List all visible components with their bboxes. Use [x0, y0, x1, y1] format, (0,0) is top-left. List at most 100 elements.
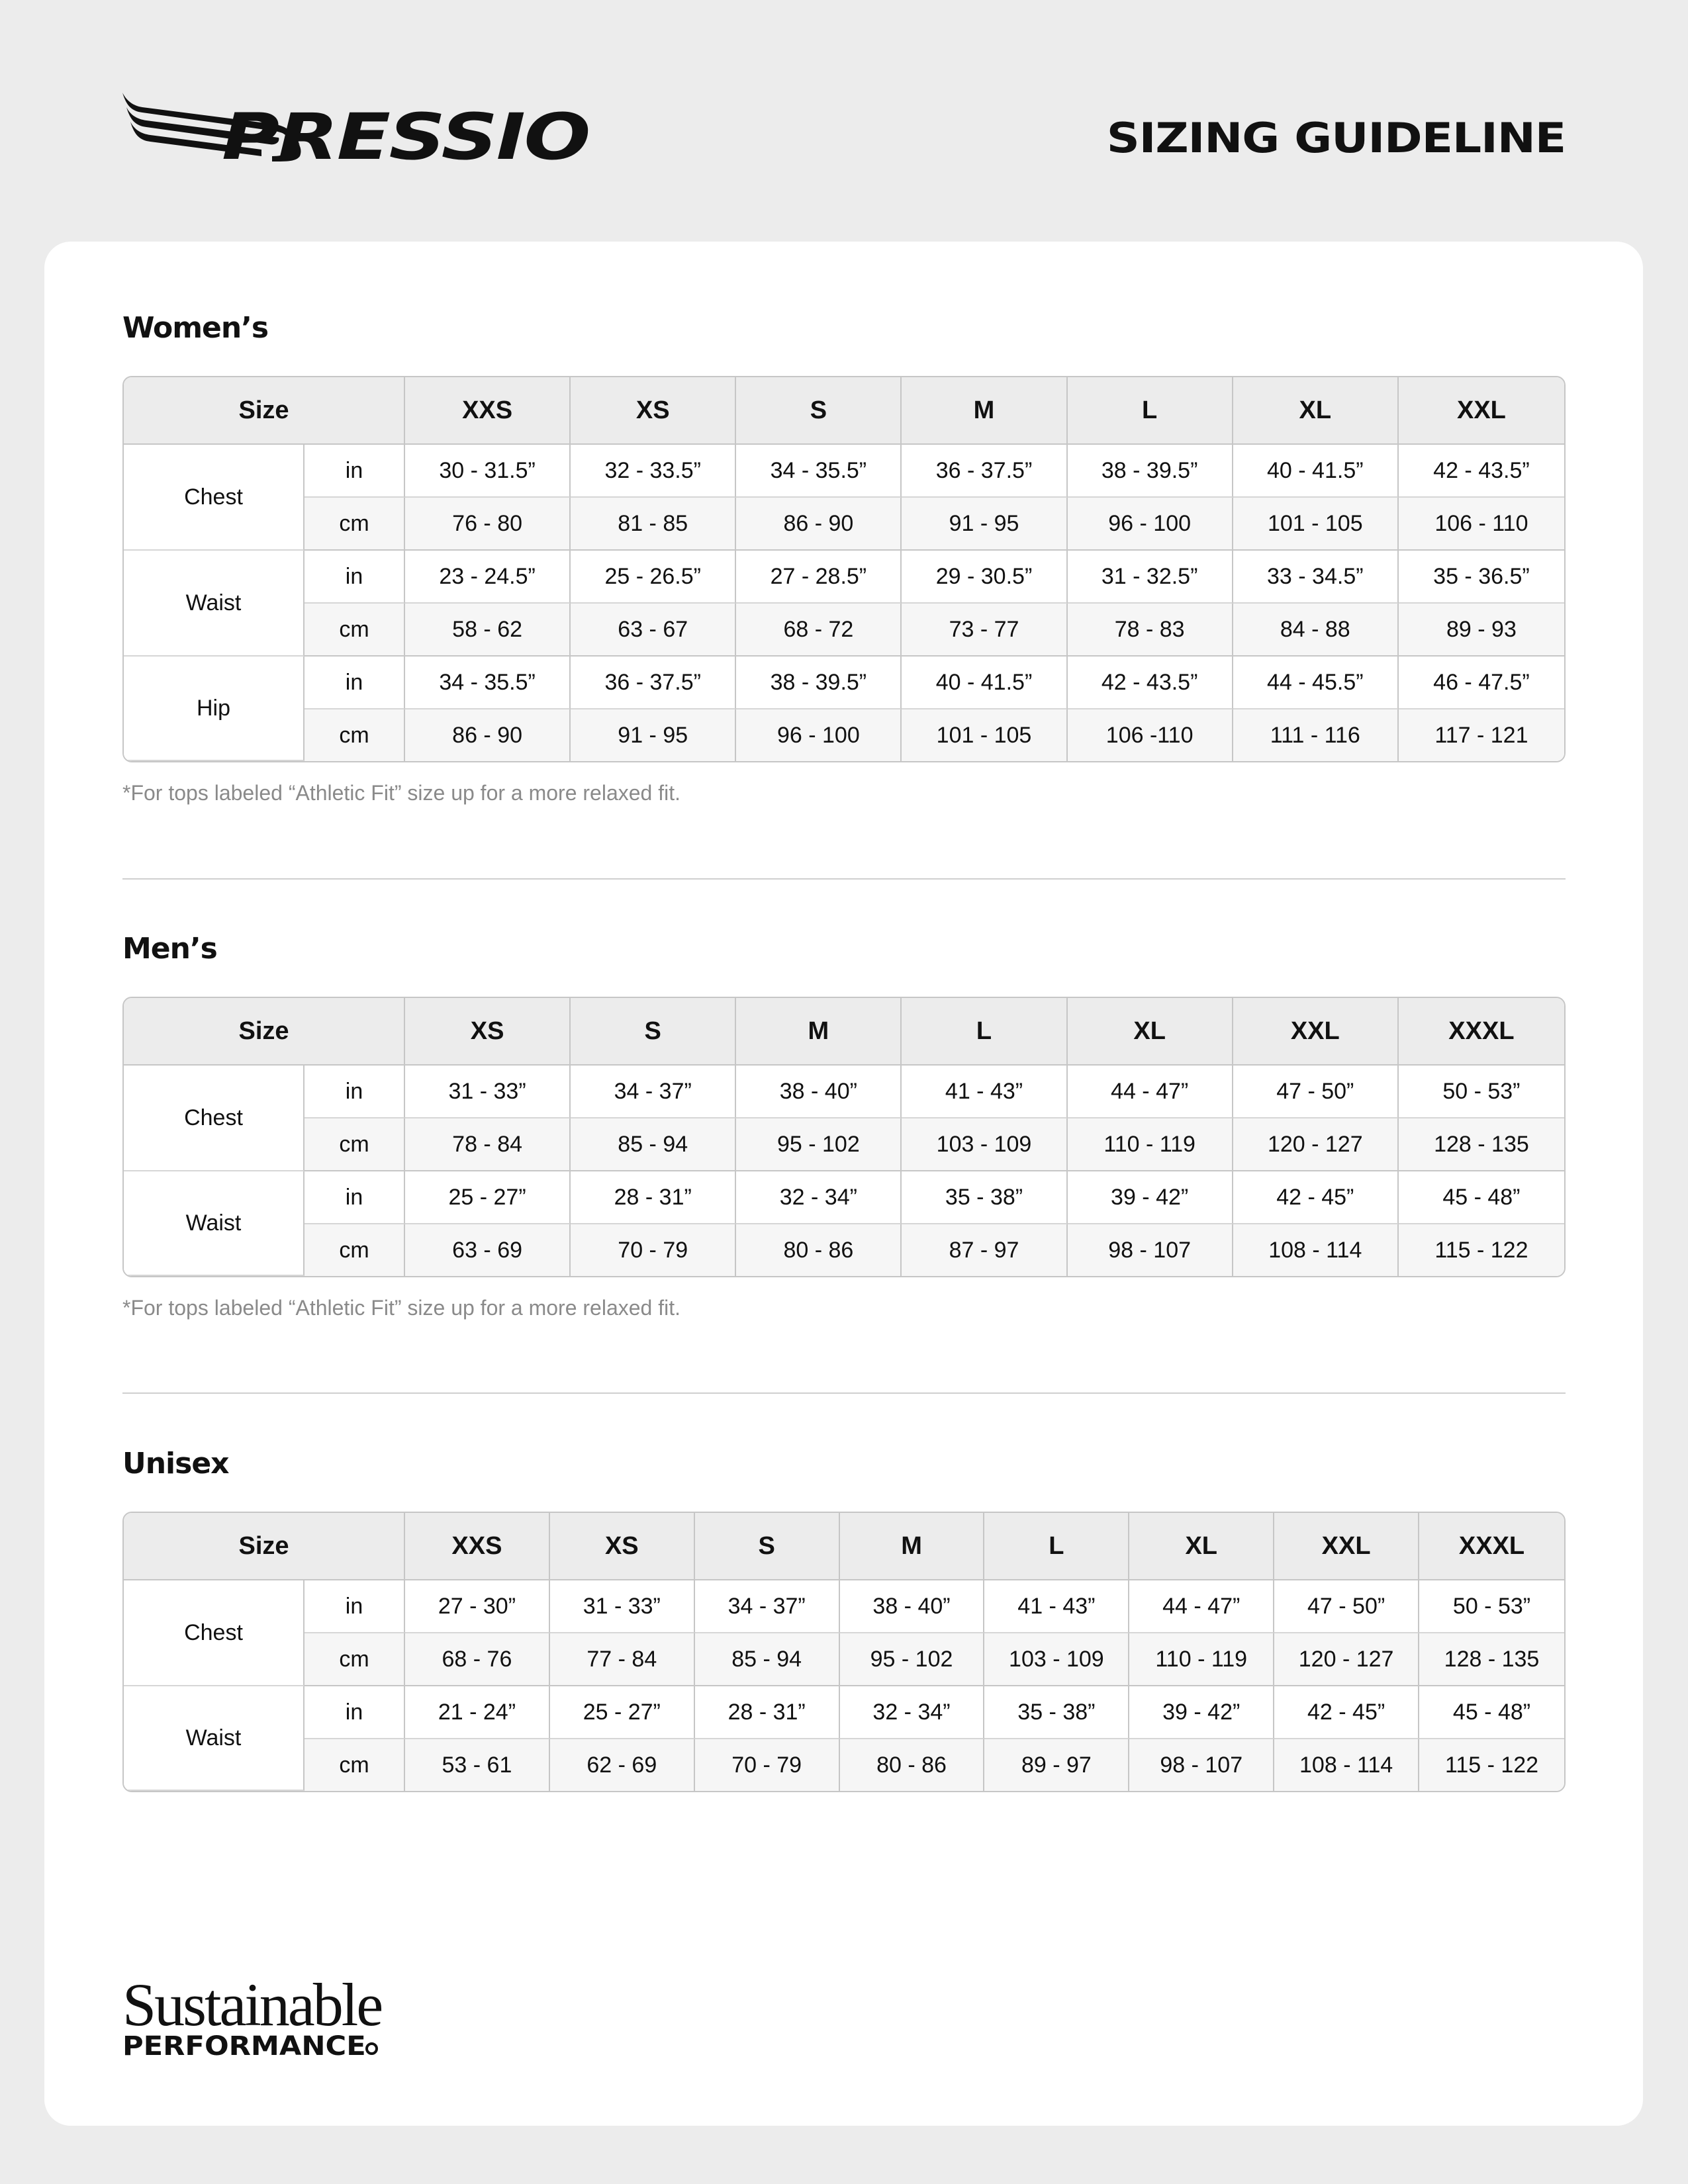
table-row: cm 58 - 62 63 - 67 68 - 72 73 - 77 78 - 83 84 …	[124, 604, 1564, 657]
measurement-cell: 47 - 50”	[1233, 1066, 1399, 1118]
measurement-cell: 73 - 77	[902, 604, 1068, 657]
size-column-header: XL	[1233, 377, 1399, 445]
measurement-cell: 85 - 94	[694, 1633, 840, 1686]
table-row: Hip in 34 - 35.5” 36 - 37.5” 38 - 39.5” 40 - …	[124, 657, 1564, 761]
table-row: cm 68 - 76 77 - 84 85 - 94 95 - 102 103 - 109…	[124, 1633, 1564, 1686]
measurement-cell: 101 - 105	[1233, 498, 1399, 551]
unit-label: cm	[305, 709, 406, 761]
measurement-cell: 81 - 85	[571, 498, 737, 551]
size-column-header: XXL	[1233, 998, 1399, 1066]
measurement-cell: 78 - 83	[1067, 604, 1233, 657]
unit-label: cm	[305, 1633, 406, 1686]
measurement-cell: 95 - 102	[736, 1118, 902, 1171]
header-row: Size XXS XS S M L XL XXL	[124, 377, 1564, 445]
measurement-cell: 40 - 41.5”	[1233, 445, 1399, 498]
measurement-cell: 29 - 30.5”	[902, 551, 1068, 604]
measurement-cell: 35 - 38”	[984, 1686, 1130, 1739]
table-row: Waist in 21 - 24” 25 - 27” 28 - 31” 32 - 34” 3…	[124, 1686, 1564, 1791]
measurement-cell: 120 - 127	[1233, 1118, 1399, 1171]
size-header: Size	[124, 377, 406, 445]
measurement-cell: 86 - 90	[736, 498, 902, 551]
measurement-cell: 25 - 26.5”	[571, 551, 737, 604]
measurement-cell: 77 - 84	[549, 1633, 695, 1686]
pressio-logo: PRESSIO	[122, 93, 592, 174]
measurement-cell: 31 - 33”	[405, 1066, 571, 1118]
unit-label: in	[305, 551, 406, 604]
size-column-header: XXL	[1274, 1513, 1420, 1580]
measurement-cell: 101 - 105	[902, 709, 1068, 761]
unit-label: cm	[305, 498, 406, 551]
measurement-cell: 25 - 27”	[405, 1171, 571, 1224]
measurement-cell: 80 - 86	[839, 1739, 985, 1791]
measurement-cell: 25 - 27”	[549, 1686, 695, 1739]
measurement-cell: 32 - 34”	[736, 1171, 902, 1224]
measurement-cell: 39 - 42”	[1067, 1171, 1233, 1224]
measurement-cell: 31 - 33”	[549, 1580, 695, 1633]
measurement-cell: 34 - 37”	[694, 1580, 840, 1633]
table-row: Chest in 30 - 31.5” 32 - 33.5” 34 - 35.5” 36 …	[124, 445, 1564, 551]
measurement-cell: 80 - 86	[736, 1224, 902, 1276]
footer-logo-line2: PERFORMANCE	[122, 2031, 366, 2062]
size-column-header: L	[984, 1513, 1130, 1580]
measurement-cell: 42 - 43.5”	[1067, 657, 1233, 709]
measurement-cell: 78 - 84	[405, 1118, 571, 1171]
measurement-cell: 111 - 116	[1233, 709, 1399, 761]
measurement-cell: 39 - 42”	[1129, 1686, 1275, 1739]
section-title-mens: Men’s	[122, 932, 218, 966]
size-column-header: XXXL	[1398, 998, 1564, 1066]
measure-label: Hip	[124, 657, 305, 761]
size-column-header: M	[902, 377, 1068, 445]
table-row: Chest in 27 - 30” 31 - 33” 34 - 37” 38 - 40” 4…	[124, 1580, 1564, 1686]
measurement-cell: 53 - 61	[405, 1739, 550, 1791]
measurement-cell: 68 - 76	[405, 1633, 550, 1686]
measurement-cell: 28 - 31”	[694, 1686, 840, 1739]
measurement-cell: 58 - 62	[405, 604, 571, 657]
measurement-cell: 84 - 88	[1233, 604, 1399, 657]
unisex-size-table: Size XXS XS S M L XL XXL XXXL Chest in 27 - 30” 31 -…	[122, 1512, 1566, 1792]
measurement-cell: 96 - 100	[736, 709, 902, 761]
measurement-cell: 128 - 135	[1398, 1118, 1564, 1171]
wing-logo-icon: PRESSIO	[122, 93, 590, 174]
measurement-cell: 45 - 48”	[1398, 1171, 1564, 1224]
measure-label: Waist	[124, 551, 305, 657]
mens-size-table: Size XS S M L XL XXL XXXL Chest in 31 - 33” 34 - 37…	[122, 997, 1566, 1277]
divider	[122, 1392, 1566, 1394]
measurement-cell: 38 - 39.5”	[736, 657, 902, 709]
page-title: SIZING GUIDELINE	[1106, 114, 1566, 162]
measurement-cell: 63 - 69	[405, 1224, 571, 1276]
measurement-cell: 86 - 90	[405, 709, 571, 761]
size-header: Size	[124, 1513, 406, 1580]
measurement-cell: 70 - 79	[571, 1224, 737, 1276]
measurement-cell: 115 - 122	[1419, 1739, 1564, 1791]
measurement-cell: 98 - 107	[1129, 1739, 1275, 1791]
womens-note: *For tops labeled “Athletic Fit” size up…	[122, 781, 681, 805]
size-column-header: XL	[1067, 998, 1233, 1066]
unit-label: in	[305, 1066, 406, 1118]
unit-label: cm	[305, 604, 406, 657]
unit-label: cm	[305, 1739, 406, 1791]
measurement-cell: 34 - 37”	[571, 1066, 737, 1118]
table-row: cm 63 - 69 70 - 79 80 - 86 87 - 97 98 - 107 10…	[124, 1224, 1564, 1276]
footer-logo-line1: Sustainable	[122, 1971, 383, 2038]
size-column-header: L	[902, 998, 1068, 1066]
measurement-cell: 103 - 109	[984, 1633, 1130, 1686]
unit-label: in	[305, 657, 406, 709]
measurement-cell: 70 - 79	[694, 1739, 840, 1791]
measurement-cell: 95 - 102	[839, 1633, 985, 1686]
unit-label: in	[305, 1580, 406, 1633]
measurement-cell: 38 - 40”	[839, 1580, 985, 1633]
measurement-cell: 103 - 109	[902, 1118, 1068, 1171]
measurement-cell: 50 - 53”	[1419, 1580, 1564, 1633]
measurement-cell: 35 - 38”	[902, 1171, 1068, 1224]
table-row: cm 78 - 84 85 - 94 95 - 102 103 - 109 110 - 1…	[124, 1118, 1564, 1171]
measurement-cell: 32 - 34”	[839, 1686, 985, 1739]
size-column-header: XXL	[1398, 377, 1564, 445]
size-column-header: M	[839, 1513, 985, 1580]
measurement-cell: 32 - 33.5”	[571, 445, 737, 498]
unit-label: in	[305, 1686, 406, 1739]
measurement-cell: 41 - 43”	[984, 1580, 1130, 1633]
measure-label: Chest	[124, 445, 305, 551]
measurement-cell: 115 - 122	[1398, 1224, 1564, 1276]
size-column-header: XL	[1129, 1513, 1275, 1580]
unit-label: in	[305, 445, 406, 498]
